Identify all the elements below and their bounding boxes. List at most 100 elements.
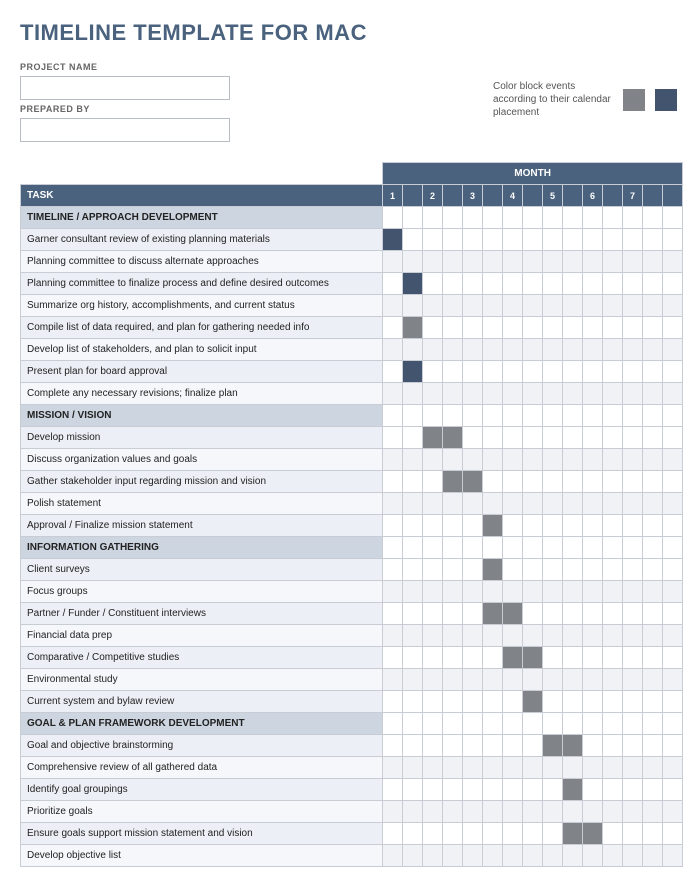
grid-cell[interactable] — [383, 383, 403, 405]
grid-cell[interactable] — [383, 471, 403, 493]
grid-cell[interactable] — [443, 625, 463, 647]
grid-cell[interactable] — [663, 515, 683, 537]
grid-cell[interactable] — [523, 383, 543, 405]
grid-cell[interactable] — [603, 845, 623, 867]
grid-cell[interactable] — [543, 581, 563, 603]
grid-cell[interactable] — [463, 515, 483, 537]
grid-cell[interactable] — [523, 229, 543, 251]
grid-cell[interactable] — [603, 647, 623, 669]
grid-cell[interactable] — [643, 493, 663, 515]
grid-cell[interactable] — [383, 427, 403, 449]
grid-cell[interactable] — [463, 647, 483, 669]
grid-cell[interactable] — [663, 251, 683, 273]
grid-cell[interactable] — [463, 581, 483, 603]
grid-cell[interactable] — [543, 295, 563, 317]
grid-cell[interactable] — [563, 779, 583, 801]
grid-cell[interactable] — [403, 295, 423, 317]
grid-cell[interactable] — [423, 647, 443, 669]
grid-cell[interactable] — [483, 757, 503, 779]
grid-cell[interactable] — [383, 251, 403, 273]
grid-cell[interactable] — [663, 845, 683, 867]
grid-cell[interactable] — [483, 713, 503, 735]
grid-cell[interactable] — [623, 581, 643, 603]
grid-cell[interactable] — [503, 493, 523, 515]
grid-cell[interactable] — [523, 471, 543, 493]
grid-cell[interactable] — [663, 823, 683, 845]
grid-cell[interactable] — [523, 537, 543, 559]
grid-cell[interactable] — [643, 537, 663, 559]
grid-cell[interactable] — [403, 339, 423, 361]
grid-cell[interactable] — [523, 669, 543, 691]
grid-cell[interactable] — [383, 273, 403, 295]
grid-cell[interactable] — [523, 317, 543, 339]
grid-cell[interactable] — [563, 537, 583, 559]
grid-cell[interactable] — [383, 845, 403, 867]
grid-cell[interactable] — [483, 779, 503, 801]
grid-cell[interactable] — [503, 845, 523, 867]
grid-cell[interactable] — [463, 735, 483, 757]
grid-cell[interactable] — [543, 207, 563, 229]
grid-cell[interactable] — [503, 427, 523, 449]
grid-cell[interactable] — [543, 713, 563, 735]
grid-cell[interactable] — [483, 251, 503, 273]
grid-cell[interactable] — [483, 339, 503, 361]
grid-cell[interactable] — [603, 273, 623, 295]
grid-cell[interactable] — [403, 427, 423, 449]
grid-cell[interactable] — [543, 339, 563, 361]
grid-cell[interactable] — [483, 603, 503, 625]
grid-cell[interactable] — [623, 823, 643, 845]
grid-cell[interactable] — [403, 823, 423, 845]
grid-cell[interactable] — [483, 449, 503, 471]
grid-cell[interactable] — [383, 559, 403, 581]
grid-cell[interactable] — [603, 801, 623, 823]
grid-cell[interactable] — [603, 405, 623, 427]
grid-cell[interactable] — [503, 207, 523, 229]
grid-cell[interactable] — [583, 691, 603, 713]
grid-cell[interactable] — [583, 735, 603, 757]
grid-cell[interactable] — [643, 603, 663, 625]
grid-cell[interactable] — [563, 559, 583, 581]
grid-cell[interactable] — [423, 273, 443, 295]
grid-cell[interactable] — [423, 801, 443, 823]
grid-cell[interactable] — [483, 625, 503, 647]
grid-cell[interactable] — [663, 339, 683, 361]
grid-cell[interactable] — [423, 449, 443, 471]
grid-cell[interactable] — [383, 207, 403, 229]
grid-cell[interactable] — [463, 823, 483, 845]
grid-cell[interactable] — [463, 317, 483, 339]
grid-cell[interactable] — [423, 735, 443, 757]
grid-cell[interactable] — [623, 757, 643, 779]
grid-cell[interactable] — [663, 405, 683, 427]
grid-cell[interactable] — [563, 625, 583, 647]
grid-cell[interactable] — [423, 207, 443, 229]
grid-cell[interactable] — [483, 295, 503, 317]
grid-cell[interactable] — [523, 251, 543, 273]
grid-cell[interactable] — [623, 669, 643, 691]
grid-cell[interactable] — [543, 735, 563, 757]
grid-cell[interactable] — [623, 383, 643, 405]
grid-cell[interactable] — [483, 735, 503, 757]
grid-cell[interactable] — [563, 361, 583, 383]
grid-cell[interactable] — [643, 339, 663, 361]
grid-cell[interactable] — [563, 339, 583, 361]
grid-cell[interactable] — [403, 493, 423, 515]
grid-cell[interactable] — [623, 559, 643, 581]
grid-cell[interactable] — [423, 603, 443, 625]
grid-cell[interactable] — [503, 801, 523, 823]
grid-cell[interactable] — [523, 757, 543, 779]
grid-cell[interactable] — [443, 515, 463, 537]
grid-cell[interactable] — [483, 691, 503, 713]
grid-cell[interactable] — [503, 537, 523, 559]
grid-cell[interactable] — [503, 471, 523, 493]
grid-cell[interactable] — [583, 757, 603, 779]
grid-cell[interactable] — [523, 339, 543, 361]
grid-cell[interactable] — [663, 207, 683, 229]
grid-cell[interactable] — [403, 207, 423, 229]
grid-cell[interactable] — [443, 207, 463, 229]
grid-cell[interactable] — [563, 383, 583, 405]
grid-cell[interactable] — [603, 603, 623, 625]
grid-cell[interactable] — [583, 603, 603, 625]
grid-cell[interactable] — [463, 405, 483, 427]
grid-cell[interactable] — [383, 229, 403, 251]
grid-cell[interactable] — [563, 449, 583, 471]
